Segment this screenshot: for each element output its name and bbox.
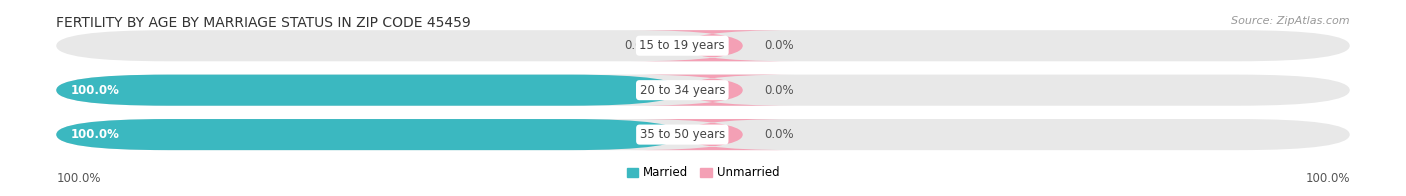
Text: 15 to 19 years: 15 to 19 years (640, 39, 725, 52)
Text: 0.0%: 0.0% (763, 39, 793, 52)
FancyBboxPatch shape (56, 119, 682, 150)
Text: 100.0%: 100.0% (70, 128, 120, 141)
Text: 100.0%: 100.0% (70, 84, 120, 97)
Text: Source: ZipAtlas.com: Source: ZipAtlas.com (1232, 16, 1350, 26)
FancyBboxPatch shape (56, 75, 682, 106)
Text: 0.0%: 0.0% (763, 128, 793, 141)
Legend: Married, Unmarried: Married, Unmarried (621, 162, 785, 184)
Text: 0.0%: 0.0% (763, 84, 793, 97)
FancyBboxPatch shape (631, 75, 794, 106)
FancyBboxPatch shape (56, 119, 1350, 150)
Text: 0.0%: 0.0% (624, 39, 654, 52)
Text: FERTILITY BY AGE BY MARRIAGE STATUS IN ZIP CODE 45459: FERTILITY BY AGE BY MARRIAGE STATUS IN Z… (56, 16, 471, 30)
FancyBboxPatch shape (631, 30, 794, 61)
Text: 20 to 34 years: 20 to 34 years (640, 84, 725, 97)
Text: 35 to 50 years: 35 to 50 years (640, 128, 725, 141)
Text: 100.0%: 100.0% (56, 172, 101, 185)
Text: 100.0%: 100.0% (1305, 172, 1350, 185)
FancyBboxPatch shape (631, 119, 794, 150)
FancyBboxPatch shape (56, 30, 1350, 61)
FancyBboxPatch shape (56, 75, 1350, 106)
